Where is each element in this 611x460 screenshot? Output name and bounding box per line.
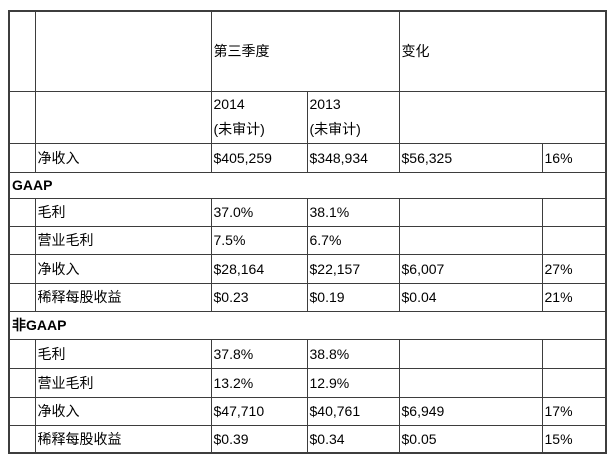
change-value: $56,325: [398, 142, 543, 173]
change-value: $6,949: [398, 396, 543, 426]
change-pct: 16%: [541, 142, 607, 173]
value-2014: 37.8%: [210, 338, 308, 369]
table-row: 毛利 37.0% 38.1%: [8, 197, 607, 227]
value-2014: 13.2%: [210, 367, 308, 398]
change-value: [398, 338, 543, 369]
change-pct: [541, 225, 607, 255]
table-row: 稀释每股收益 $0.39 $0.34 $0.05 15%: [8, 424, 607, 454]
spacer-cell: [8, 282, 36, 312]
row-label: 净收入: [34, 253, 212, 284]
change-value: $0.04: [398, 282, 543, 312]
year-2014-note: (未审计): [213, 121, 265, 137]
table-row: 非GAAP: [8, 310, 607, 340]
change-header-label: 变化: [401, 43, 430, 60]
change-pct: [541, 338, 607, 369]
spacer-cell: [8, 338, 36, 369]
row-label: 营业毛利: [34, 367, 212, 398]
value-2013: $348,934: [306, 142, 400, 173]
table-row: 2014 (未审计) 2013 (未审计): [8, 90, 607, 144]
row-label: 净收入: [34, 396, 212, 426]
row-label: 稀释每股收益: [34, 282, 212, 312]
value-2014: $28,164: [210, 253, 308, 284]
value-2013: $0.34: [306, 424, 400, 454]
change-pct: 21%: [541, 282, 607, 312]
change-value: [398, 197, 543, 227]
spacer-cell: [8, 197, 36, 227]
change-value: [398, 367, 543, 398]
section-header-gaap: GAAP: [8, 171, 607, 199]
spacer-cell: [34, 10, 212, 92]
financial-results-table: 第三季度 变化 2014 (未审计) 2013 (未审计) 净收入 $405,: [8, 10, 607, 454]
table-row: 营业毛利 13.2% 12.9%: [8, 367, 607, 398]
spacer-cell: [8, 10, 36, 92]
spacer-cell: [8, 424, 36, 454]
change-pct: 15%: [541, 424, 607, 454]
value-2014: $405,259: [210, 142, 308, 173]
spacer-cell: [8, 253, 36, 284]
table-row: 净收入 $47,710 $40,761 $6,949 17%: [8, 396, 607, 426]
spacer-cell: [8, 367, 36, 398]
table-row: 净收入 $28,164 $22,157 $6,007 27%: [8, 253, 607, 284]
spacer-cell: [8, 225, 36, 255]
table-row: 第三季度 变化: [8, 10, 607, 92]
spacer-cell: [398, 90, 607, 144]
value-2013: 38.8%: [306, 338, 400, 369]
row-label: 毛利: [34, 338, 212, 369]
value-2013: 38.1%: [306, 197, 400, 227]
row-label: 稀释每股收益: [34, 424, 212, 454]
quarter-header-label: 第三季度: [213, 43, 270, 60]
change-value: $0.05: [398, 424, 543, 454]
value-2014: 7.5%: [210, 225, 308, 255]
change-pct: [541, 197, 607, 227]
table-row: 营业毛利 7.5% 6.7%: [8, 225, 607, 255]
table-row: GAAP: [8, 171, 607, 199]
row-label: 净收入: [34, 142, 212, 173]
value-2013: $22,157: [306, 253, 400, 284]
year-2014-label: 2014: [213, 96, 245, 112]
year-2014-header-cell: 2014 (未审计): [210, 90, 308, 144]
year-2013-note: (未审计): [309, 121, 361, 137]
table-row: 毛利 37.8% 38.8%: [8, 338, 607, 369]
change-pct: [541, 367, 607, 398]
year-2013-header-cell: 2013 (未审计): [306, 90, 400, 144]
value-2013: 12.9%: [306, 367, 400, 398]
spacer-cell: [8, 396, 36, 426]
change-header-cell: 变化: [398, 10, 607, 92]
value-2014: $0.23: [210, 282, 308, 312]
change-pct: 17%: [541, 396, 607, 426]
year-2013-label: 2013: [309, 96, 341, 112]
spacer-cell: [8, 90, 36, 144]
spacer-cell: [34, 90, 212, 144]
table-row: 净收入 $405,259 $348,934 $56,325 16%: [8, 142, 607, 173]
table-row: 稀释每股收益 $0.23 $0.19 $0.04 21%: [8, 282, 607, 312]
value-2013: $0.19: [306, 282, 400, 312]
value-2013: 6.7%: [306, 225, 400, 255]
quarter-header-cell: 第三季度: [210, 10, 400, 92]
value-2014: $0.39: [210, 424, 308, 454]
spacer-cell: [8, 142, 36, 173]
row-label: 毛利: [34, 197, 212, 227]
change-pct: 27%: [541, 253, 607, 284]
section-header-non-gaap: 非GAAP: [8, 310, 607, 340]
row-label: 营业毛利: [34, 225, 212, 255]
change-value: $6,007: [398, 253, 543, 284]
value-2014: $47,710: [210, 396, 308, 426]
change-value: [398, 225, 543, 255]
value-2013: $40,761: [306, 396, 400, 426]
value-2014: 37.0%: [210, 197, 308, 227]
